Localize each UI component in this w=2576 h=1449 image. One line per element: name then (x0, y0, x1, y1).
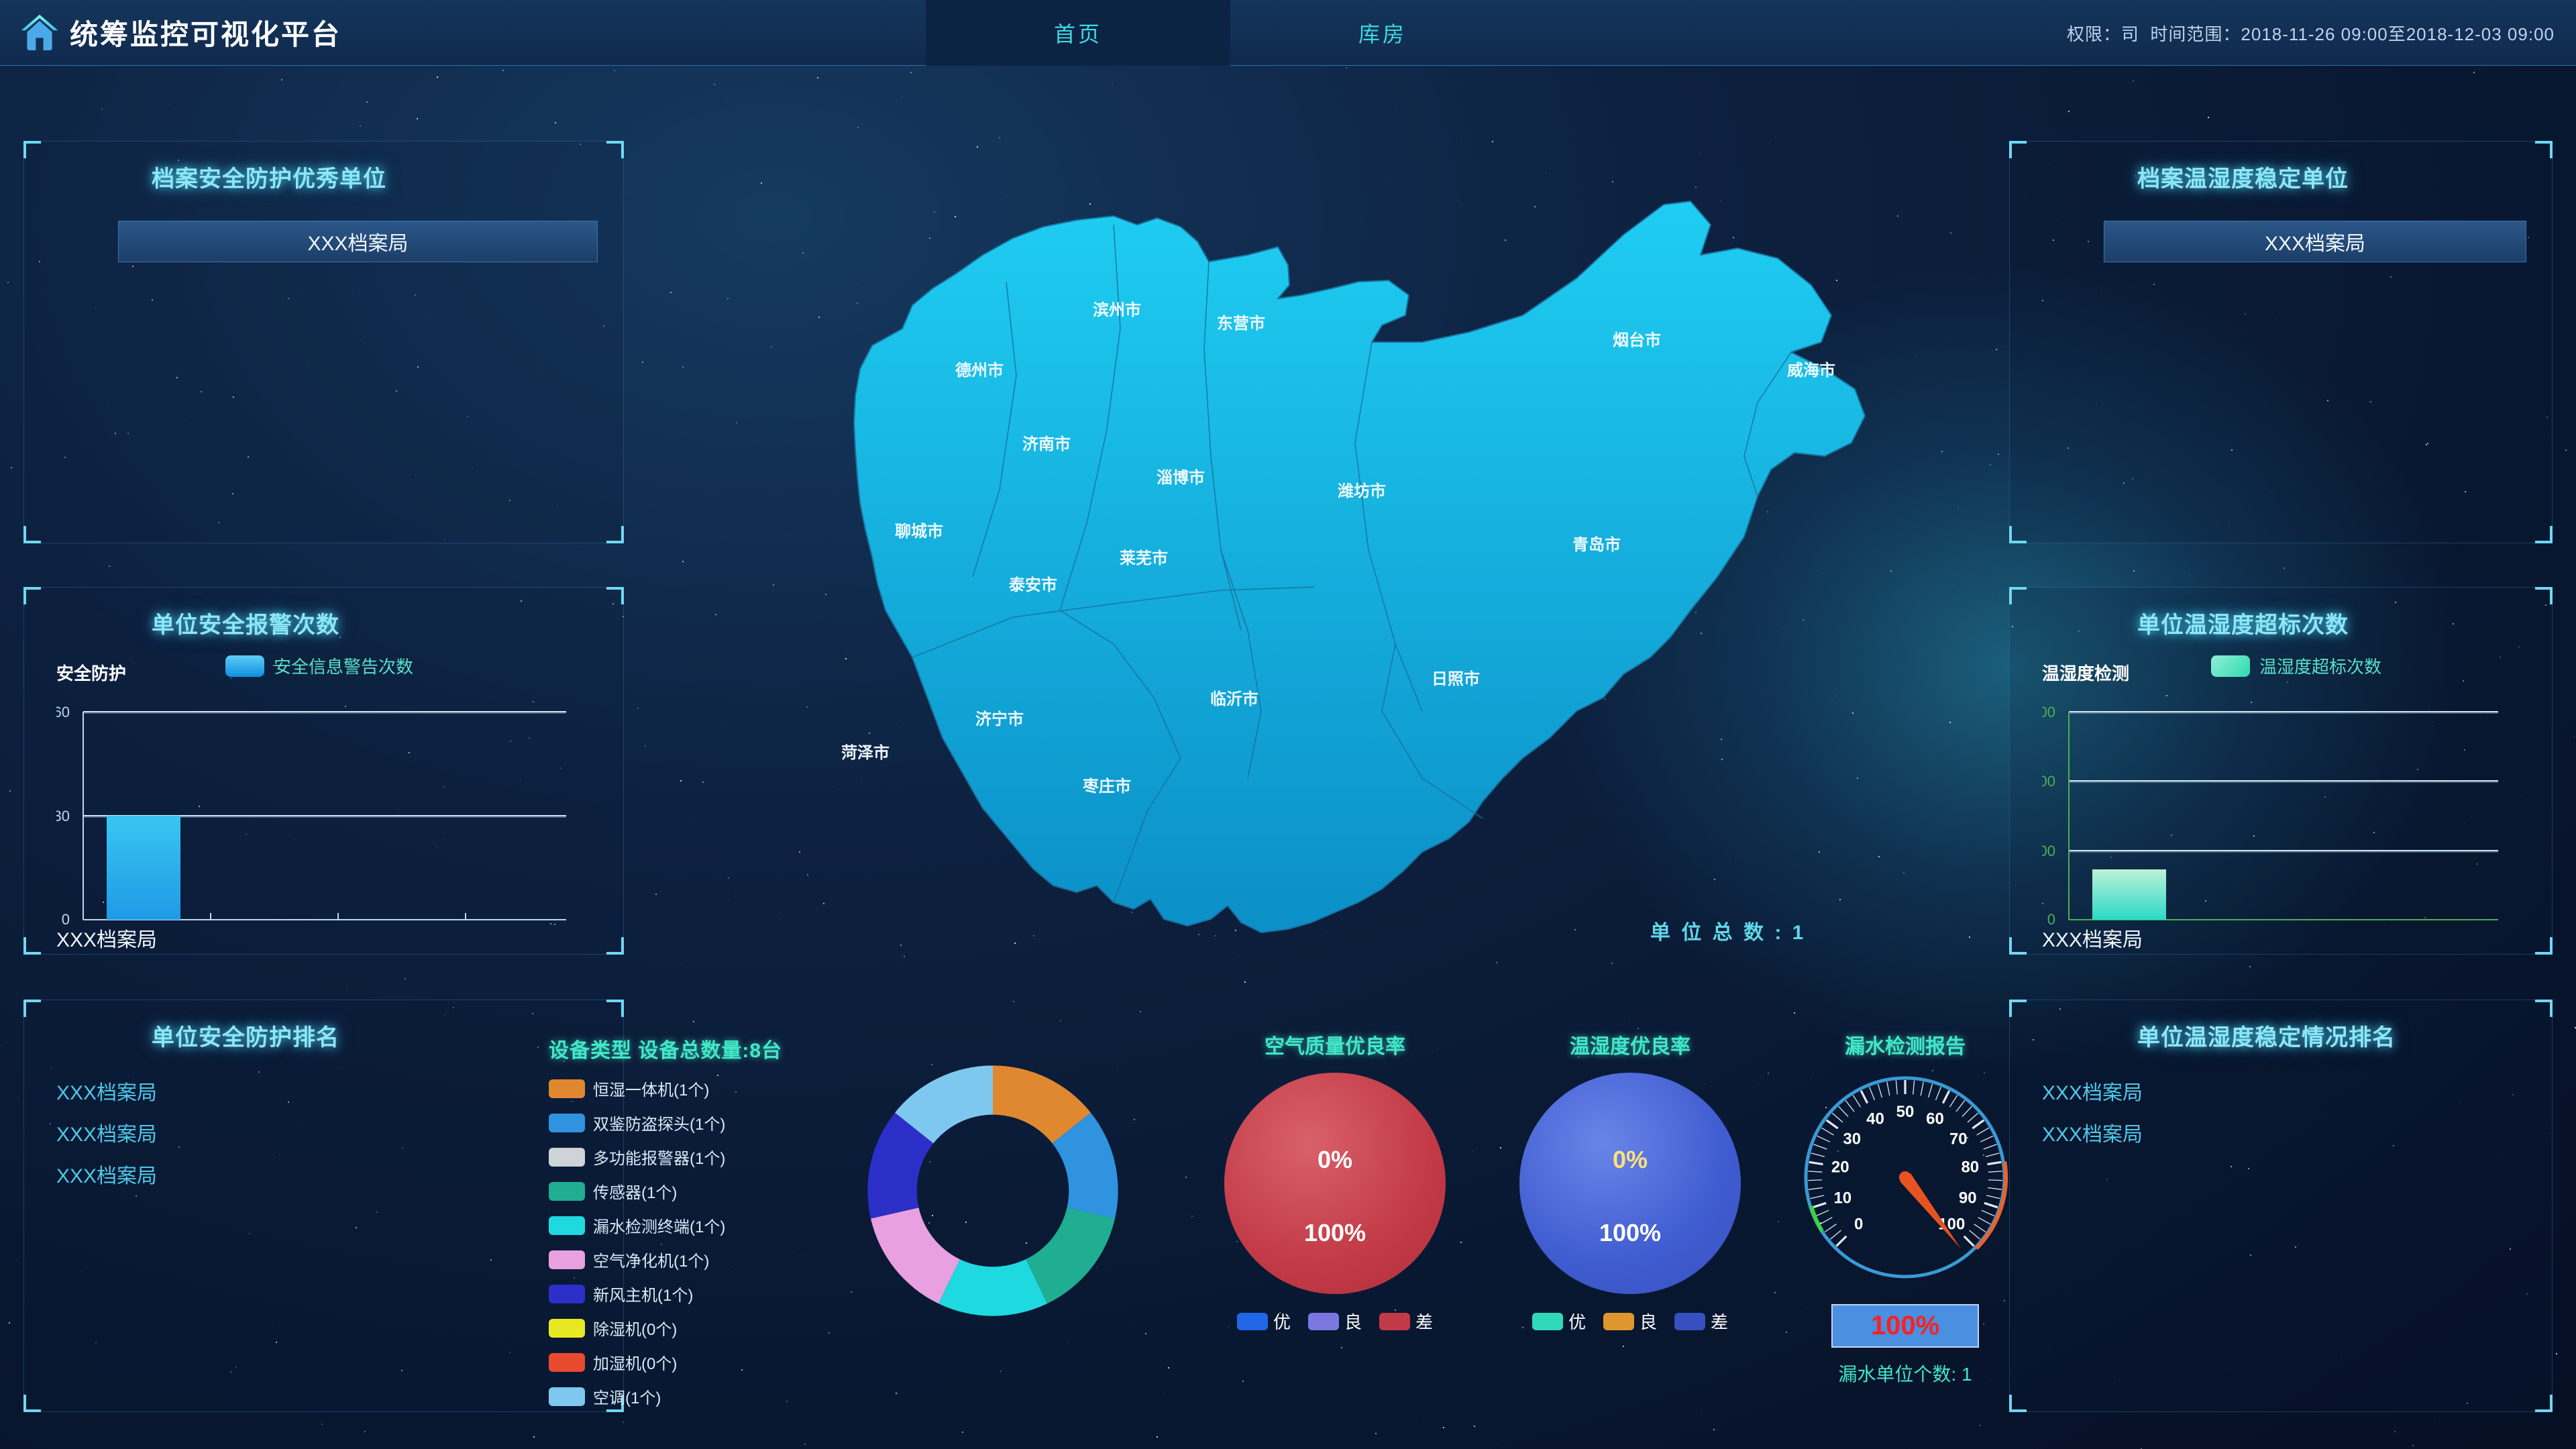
svg-text:济宁市: 济宁市 (975, 710, 1024, 729)
svg-text:菏泽市: 菏泽市 (841, 743, 890, 762)
svg-text:济南市: 济南市 (1022, 435, 1071, 453)
svg-text:80: 80 (1961, 1159, 1979, 1177)
svg-text:烟台市: 烟台市 (1613, 331, 1661, 350)
svg-text:潍坊市: 潍坊市 (1338, 482, 1386, 500)
svg-text:20: 20 (1831, 1159, 1849, 1177)
svg-text:60: 60 (1926, 1110, 1944, 1128)
svg-text:200: 200 (2042, 773, 2055, 790)
svg-text:30: 30 (56, 808, 70, 824)
svg-text:泰安市: 泰安市 (1009, 576, 1057, 594)
svg-text:300: 300 (2042, 705, 2055, 720)
svg-text:枣庄市: 枣庄市 (1082, 777, 1131, 796)
svg-text:淄博市: 淄博市 (1157, 468, 1205, 487)
svg-text:40: 40 (1866, 1110, 1884, 1128)
svg-text:聊城市: 聊城市 (895, 522, 943, 541)
svg-text:50: 50 (1896, 1103, 1915, 1121)
svg-text:10: 10 (1833, 1189, 1851, 1207)
svg-text:60: 60 (56, 705, 70, 720)
svg-text:日照市: 日照市 (1432, 669, 1480, 688)
svg-text:0: 0 (1854, 1215, 1863, 1233)
svg-text:临沂市: 临沂市 (1210, 690, 1258, 708)
svg-text:莱芜市: 莱芜市 (1120, 549, 1168, 568)
svg-text:90: 90 (1959, 1189, 1977, 1207)
svg-text:30: 30 (1843, 1130, 1861, 1148)
svg-text:100: 100 (2042, 843, 2055, 859)
svg-text:滨州市: 滨州市 (1093, 301, 1141, 319)
svg-text:威海市: 威海市 (1787, 361, 1835, 380)
svg-text:德州市: 德州市 (955, 361, 1004, 380)
svg-text:青岛市: 青岛市 (1572, 535, 1621, 554)
svg-text:70: 70 (1949, 1130, 1968, 1148)
svg-text:东营市: 东营市 (1217, 314, 1265, 333)
